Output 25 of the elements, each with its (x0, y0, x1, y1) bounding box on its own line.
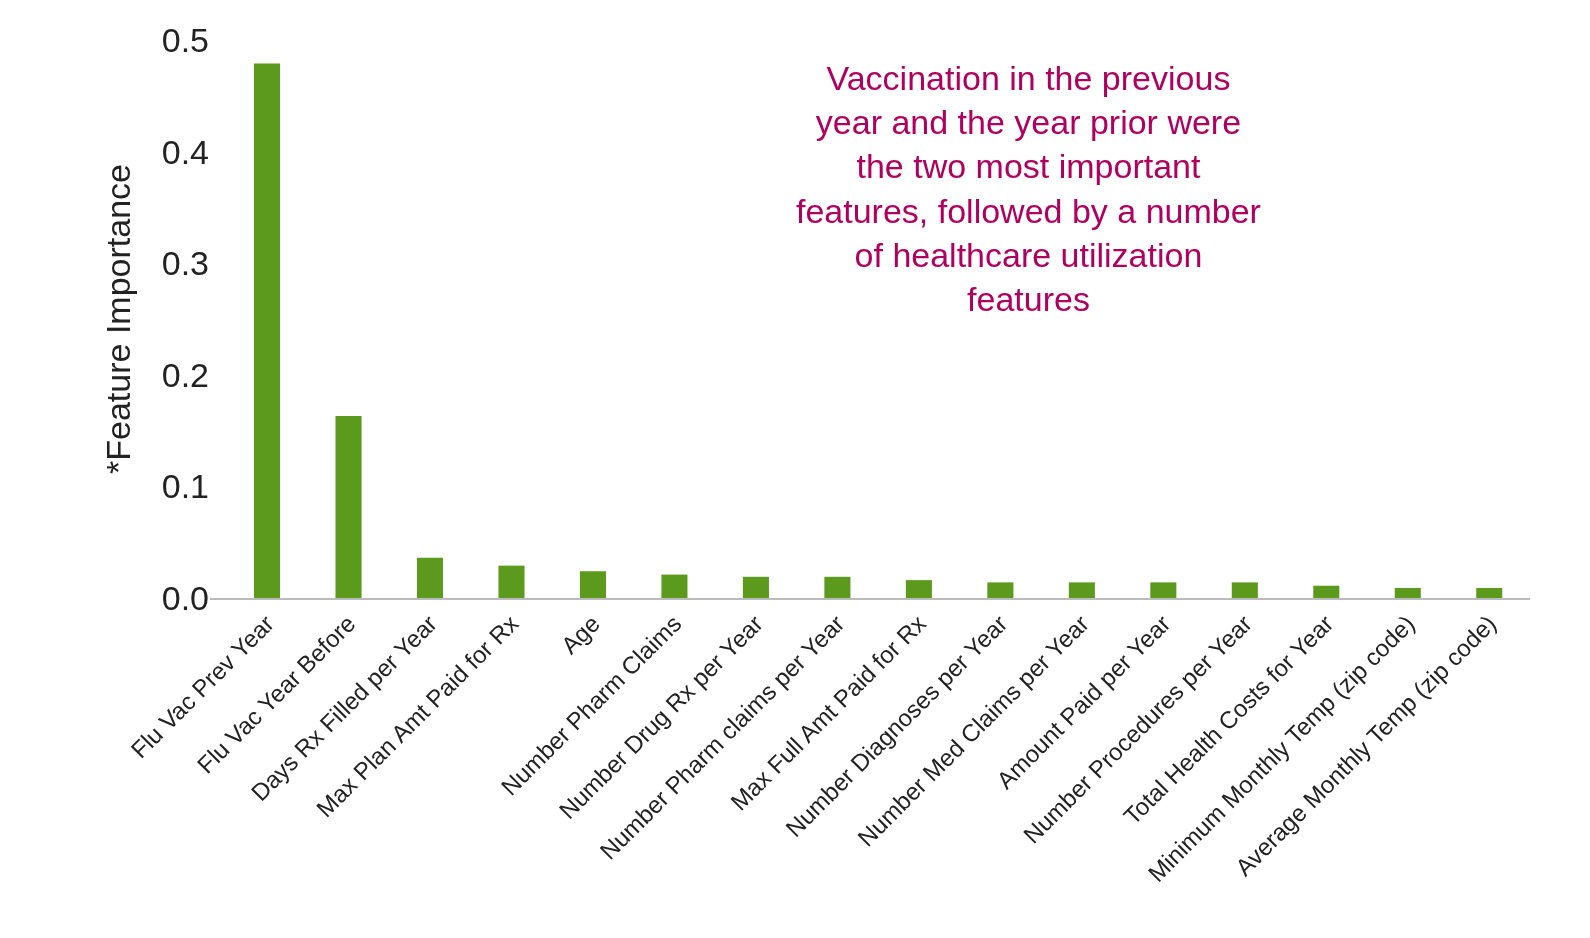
bar (987, 582, 1014, 598)
y-tick-label: 0.1 (161, 467, 209, 506)
bar (1394, 587, 1421, 598)
bar (254, 63, 281, 598)
bar (1313, 585, 1340, 598)
bar (498, 565, 525, 598)
y-axis-title: *Feature Importance (99, 164, 138, 474)
bar (1150, 582, 1177, 598)
bar (579, 571, 606, 598)
bar (661, 574, 688, 598)
bar (824, 576, 851, 598)
bar (335, 416, 362, 598)
y-tick-label: 0.3 (161, 244, 209, 283)
bar (742, 576, 769, 598)
y-tick-label: 0.4 (161, 132, 209, 171)
bar (1476, 587, 1503, 598)
bar (1231, 582, 1258, 598)
y-tick-label: 0.2 (161, 355, 209, 394)
bar (416, 557, 444, 598)
x-tick-label: Age (555, 609, 605, 660)
annotation: Vaccination in the previous year and the year prior were the two most important features, followed by a number of healthcare utilization features (796, 59, 1261, 318)
y-tick-label: 0.0 (161, 578, 209, 617)
bar (905, 580, 932, 598)
bar (1068, 582, 1095, 598)
y-tick-label: 0.5 (161, 20, 209, 59)
